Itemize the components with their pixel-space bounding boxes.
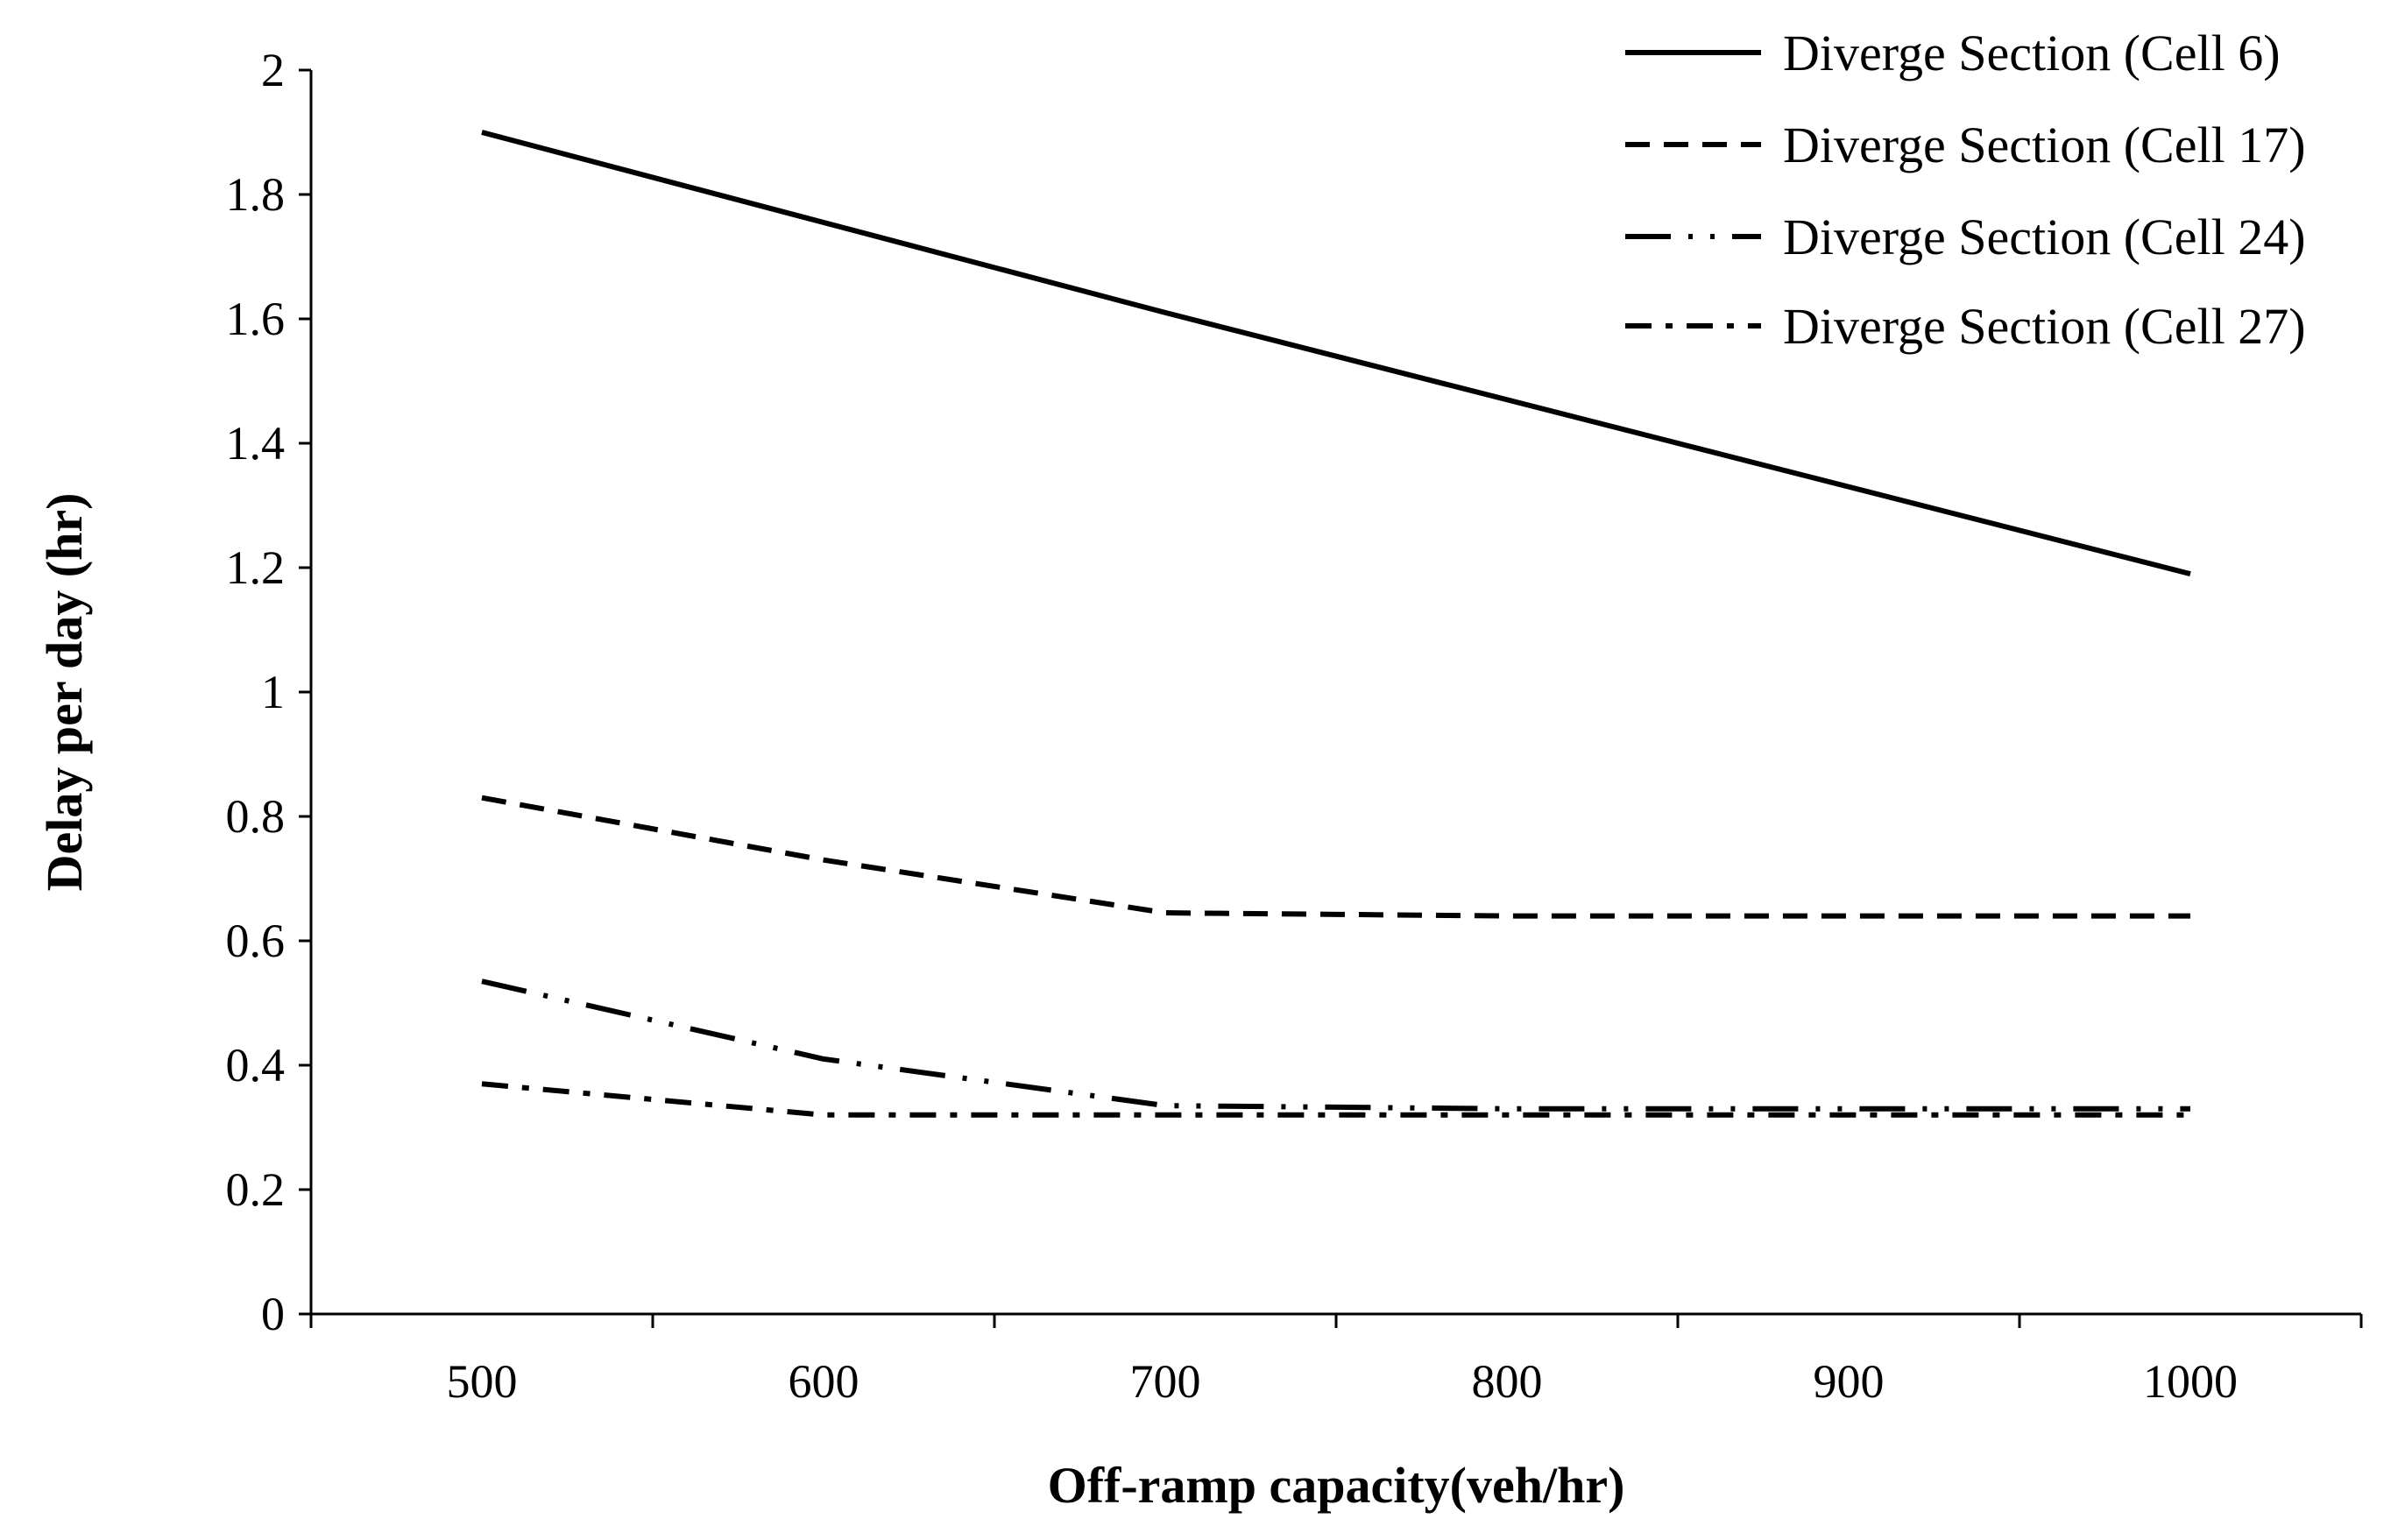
legend-label-1: Diverge Section (Cell 6) xyxy=(1783,25,2281,81)
x-ticks: 500 600 700 800 900 1000 xyxy=(309,1314,2363,1408)
x-tick-label: 600 xyxy=(789,1355,859,1408)
y-tick-label: 0.2 xyxy=(226,1163,286,1216)
y-ticks: 0 0.2 0.4 0.6 0.8 1 1.2 1.4 1.6 1.8 2 xyxy=(226,44,311,1340)
y-tick-label: 1.4 xyxy=(226,417,286,470)
y-axis-title: Delay per day (hr) xyxy=(36,493,93,892)
series-line-4 xyxy=(481,1081,2190,1118)
legend-label-2: Diverge Section (Cell 17) xyxy=(1783,117,2306,173)
x-axis-title: Off-ramp capacity(veh/hr) xyxy=(1048,1457,1625,1514)
y-tick-label: 0.8 xyxy=(226,790,286,843)
y-tick-label: 0 xyxy=(261,1288,285,1340)
series-line-3 xyxy=(481,978,2190,1112)
x-tick-label: 700 xyxy=(1130,1355,1201,1408)
x-tick-label: 500 xyxy=(447,1355,518,1408)
x-tick-label: 1000 xyxy=(2143,1355,2238,1408)
y-tick-label: 1 xyxy=(261,666,285,718)
y-tick-label: 1.8 xyxy=(226,168,286,221)
legend-label-3: Diverge Section (Cell 24) xyxy=(1783,208,2306,265)
y-tick-label: 2 xyxy=(261,44,285,96)
series-line-2 xyxy=(481,795,2190,919)
y-tick-label: 1.6 xyxy=(226,293,286,345)
y-tick-label: 1.2 xyxy=(226,541,286,594)
series-group xyxy=(481,130,2191,1118)
x-tick-label: 900 xyxy=(1814,1355,1885,1408)
x-tick-label: 800 xyxy=(1472,1355,1543,1408)
y-tick-label: 0.6 xyxy=(226,915,286,967)
legend: Diverge Section (Cell 6) Diverge Section … xyxy=(1625,25,2306,355)
series-line-1 xyxy=(481,130,2191,577)
legend-label-4: Diverge Section (Cell 27) xyxy=(1783,298,2306,355)
y-tick-label: 0.4 xyxy=(226,1039,286,1091)
